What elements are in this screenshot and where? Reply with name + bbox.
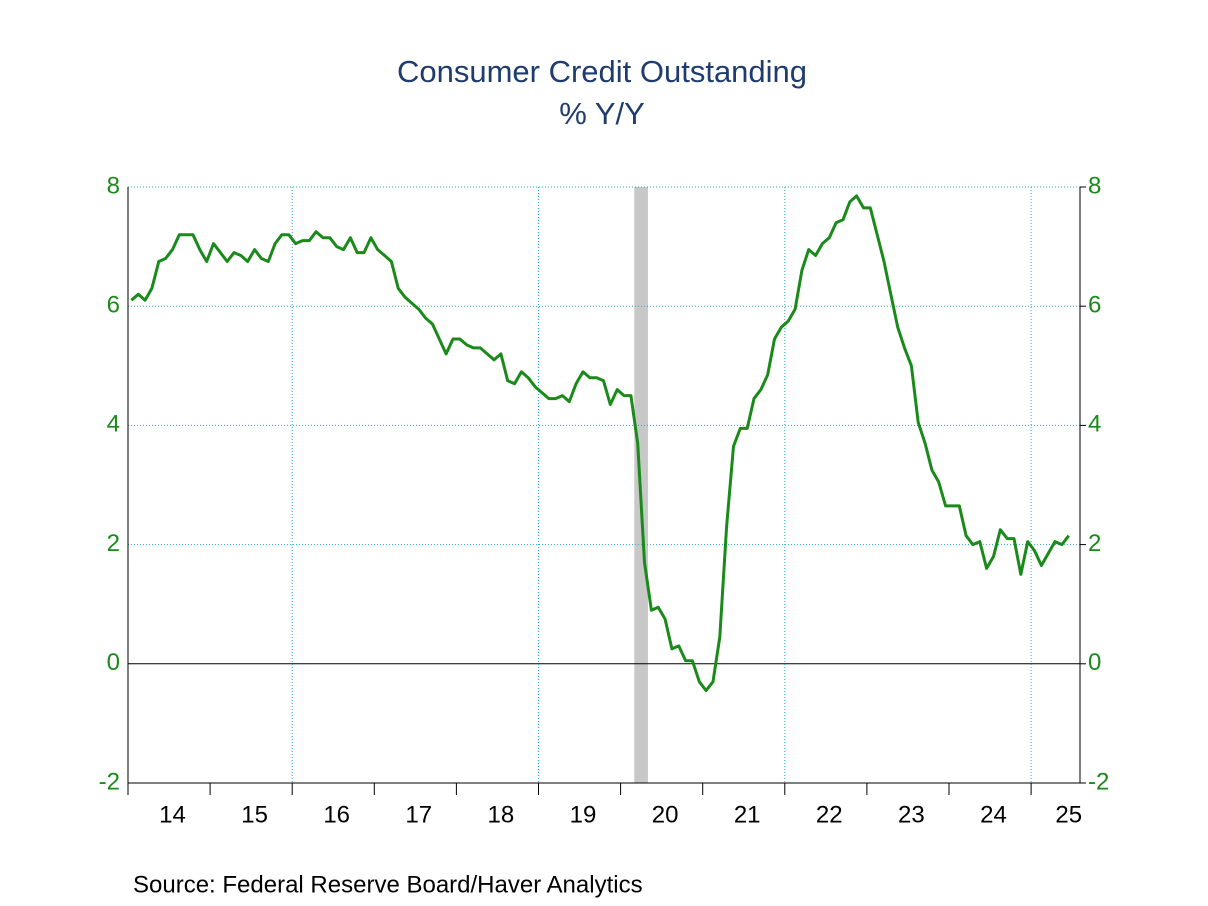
x-tick-label: 23 — [898, 801, 925, 828]
y-tick-label: 0 — [107, 649, 120, 676]
x-tick-label: 25 — [1055, 801, 1082, 828]
chart-title: Consumer Credit Outstanding — [397, 54, 807, 89]
x-tick-label: 19 — [570, 801, 597, 828]
chart-subtitle: % Y/Y — [559, 96, 645, 131]
x-tick-label: 15 — [241, 801, 268, 828]
y-tick-label: -2 — [99, 768, 120, 795]
y2-tick-label: -2 — [1088, 768, 1109, 795]
x-tick-label: 22 — [816, 801, 843, 828]
y2-tick-label: 8 — [1088, 172, 1101, 199]
y-tick-label: 6 — [107, 292, 120, 319]
x-tick-label: 16 — [323, 801, 350, 828]
y-tick-label: 2 — [107, 530, 120, 557]
x-tick-label: 14 — [159, 801, 186, 828]
y2-tick-label: 4 — [1088, 411, 1101, 438]
y2-tick-label: 0 — [1088, 649, 1101, 676]
source-note: Source: Federal Reserve Board/Haver Anal… — [133, 871, 643, 898]
y-tick-label: 4 — [107, 411, 120, 438]
x-tick-label: 18 — [488, 801, 515, 828]
x-tick-label: 24 — [980, 801, 1007, 828]
y-tick-label: 8 — [107, 172, 120, 199]
data-line — [130, 194, 1070, 693]
y2-tick-label: 6 — [1088, 292, 1101, 319]
x-tick-label: 20 — [652, 801, 679, 828]
x-tick-label: 17 — [405, 801, 432, 828]
y2-tick-label: 2 — [1088, 530, 1101, 557]
x-tick-label: 21 — [734, 801, 761, 828]
